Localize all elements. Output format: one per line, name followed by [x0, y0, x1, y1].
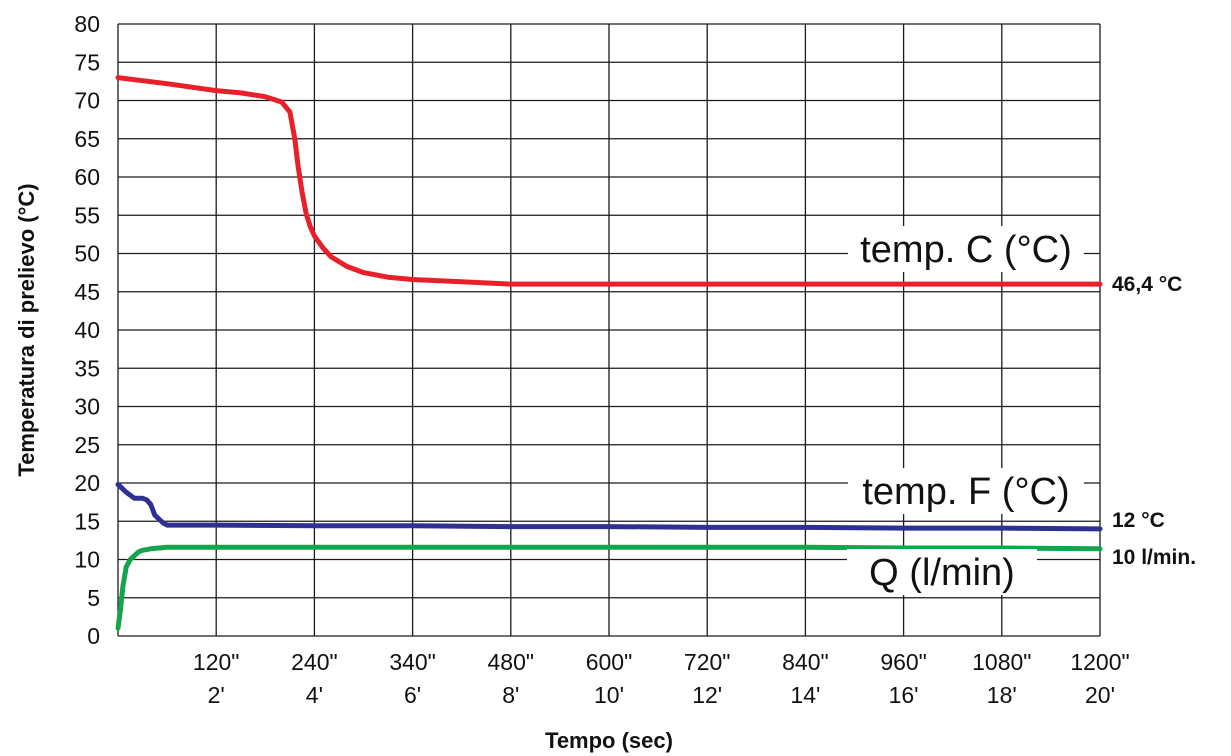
- x-tick-label-sec: 480": [488, 649, 535, 675]
- y-tick-label: 30: [74, 394, 100, 420]
- series-label: Q (l/min): [869, 552, 1015, 594]
- y-tick-label: 0: [87, 623, 100, 649]
- x-tick-label-min: 4': [306, 682, 323, 708]
- y-tick-labels: 0 5 10 15 20 25 30 35 40 45 50 55 60 65 70 75 80: [74, 11, 100, 649]
- series-label: temp. C (°C): [860, 229, 1072, 271]
- x-tick-label-sec: 120": [193, 649, 240, 675]
- series-labels: temp. C (°C) temp. F (°C) Q (l/min): [847, 226, 1084, 595]
- end-labels: 46,4 °C 12 °C 10 l/min.: [1112, 273, 1196, 569]
- x-tick-label-min: 2': [208, 682, 225, 708]
- x-tick-label-sec: 340": [389, 649, 436, 675]
- series-label: temp. F (°C): [862, 471, 1069, 513]
- x-tick-label-sec: 1200": [1070, 649, 1129, 675]
- x-tick-label-min: 8': [502, 682, 519, 708]
- series-line: [115, 482, 1103, 532]
- x-tick-label-min: 10': [594, 682, 624, 708]
- x-tick-label-sec: 240": [291, 649, 338, 675]
- x-tick-label-min: 12': [692, 682, 722, 708]
- y-tick-label: 5: [87, 585, 100, 611]
- y-axis-title: Temperatura di prelievo (°C): [14, 183, 39, 476]
- series-label-bg: [847, 549, 1037, 595]
- x-tick-label-sec: 1080": [972, 649, 1031, 675]
- y-tick-label: 25: [74, 432, 100, 458]
- y-tick-label: 60: [74, 164, 100, 190]
- x-axis-title: Tempo (sec): [545, 728, 673, 753]
- x-tick-label-min: 6': [404, 682, 421, 708]
- x-tick-label-sec: 960": [880, 649, 927, 675]
- x-tick-label-min: 18': [987, 682, 1017, 708]
- y-tick-label: 40: [74, 317, 100, 343]
- y-tick-label: 70: [74, 88, 100, 114]
- y-tick-label: 75: [74, 49, 100, 75]
- series-label-bg: [848, 226, 1084, 272]
- x-tick-label-min: 20': [1085, 682, 1115, 708]
- y-tick-label: 65: [74, 126, 100, 152]
- x-tick-label-sec: 600": [586, 649, 633, 675]
- x-tick-label-min: 16': [889, 682, 919, 708]
- x-tick-label-min: 14': [790, 682, 820, 708]
- series-lines: [115, 75, 1103, 631]
- y-tick-label: 50: [74, 241, 100, 267]
- y-tick-label: 20: [74, 470, 100, 496]
- x-tick-labels: 120" 2' 240" 4' 340" 6' 480" 8' 600" 10' 720" 12' 84…: [193, 649, 1130, 708]
- series-label-bg: [848, 468, 1084, 514]
- end-value-label: 10 l/min.: [1112, 546, 1196, 569]
- y-tick-label: 55: [74, 202, 100, 228]
- end-value-label: 12 °C: [1112, 509, 1165, 532]
- y-tick-label: 10: [74, 547, 100, 573]
- grid: [117, 23, 1101, 637]
- y-tick-label: 45: [74, 279, 100, 305]
- series-line: [115, 544, 1103, 631]
- x-tick-label-sec: 840": [782, 649, 829, 675]
- x-tick-label-sec: 720": [684, 649, 731, 675]
- y-tick-label: 15: [74, 508, 100, 534]
- y-tick-label: 35: [74, 355, 100, 381]
- series-line: [115, 75, 1103, 287]
- end-value-label: 46,4 °C: [1112, 273, 1182, 296]
- y-tick-label: 80: [74, 11, 100, 37]
